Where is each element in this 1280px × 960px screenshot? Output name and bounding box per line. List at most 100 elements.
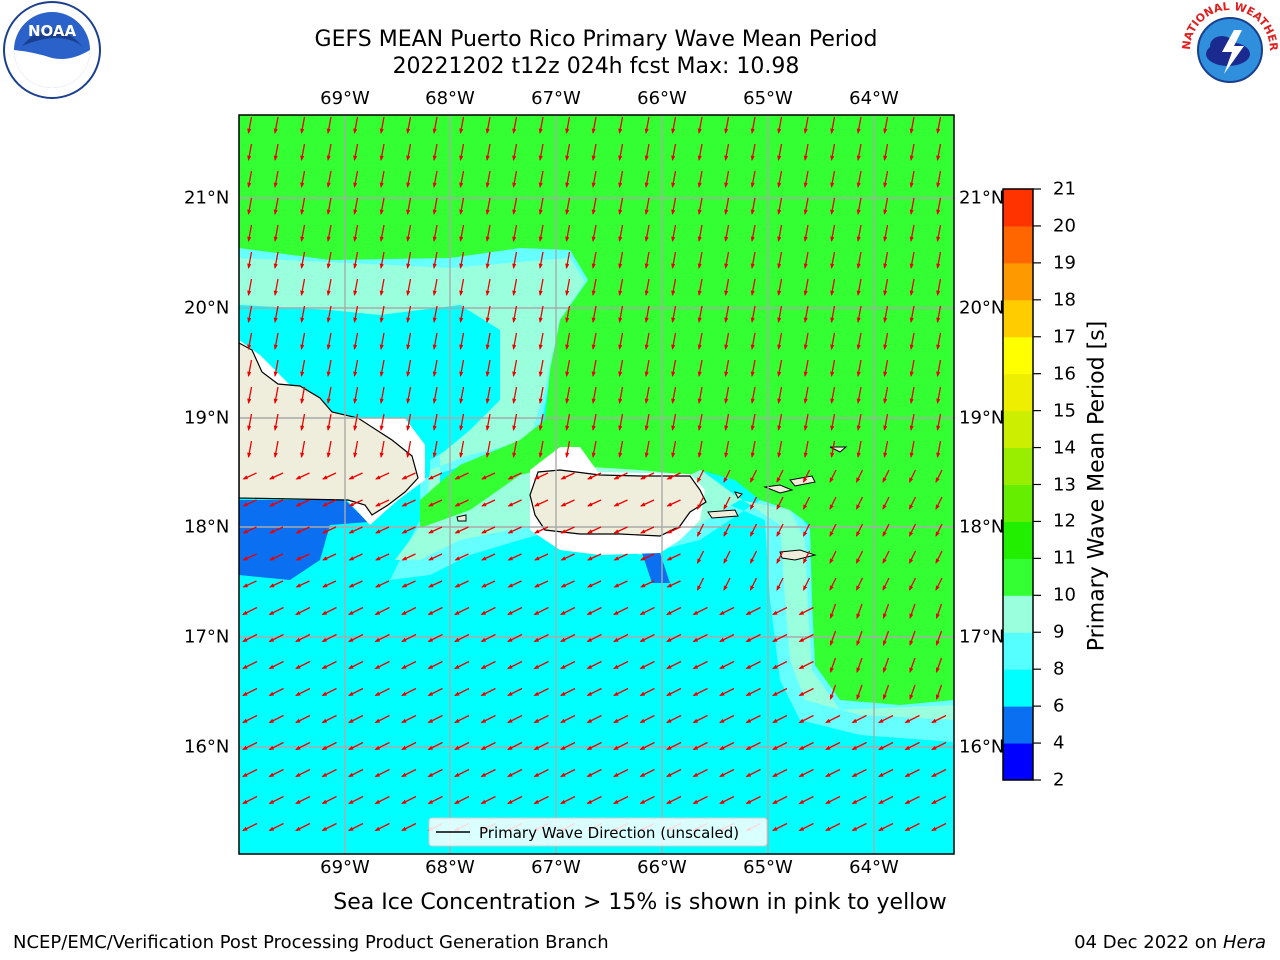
direction-arrow [613,553,628,561]
direction-arrow [454,768,470,778]
direction-arrow [565,359,571,378]
colorbar-tick-label: 2 [1053,769,1065,791]
direction-arrow [618,278,624,297]
colorbar-segment [1003,262,1033,301]
direction-arrow [935,657,943,673]
direction-arrow [777,197,783,216]
direction-arrow [935,630,943,646]
direction-arrow [459,170,465,189]
direction-arrow [300,251,306,270]
direction-arrow [696,550,705,564]
direction-arrow [273,143,279,162]
direction-arrow [353,305,359,324]
direction-arrow [485,440,491,459]
direction-arrow [671,305,677,324]
direction-arrow [586,660,602,670]
direction-arrow [724,278,730,297]
direction-arrow [242,660,258,670]
direction-arrow [692,741,708,751]
direction-arrow [904,768,920,778]
direction-arrow [644,359,650,378]
direction-arrow [406,116,412,135]
direction-arrow [671,224,677,243]
direction-arrow [666,499,681,507]
direction-arrow [454,472,469,480]
direction-arrow [772,660,788,670]
direction-arrow [909,332,915,351]
direction-arrow [591,224,597,243]
direction-arrow [803,170,809,189]
direction-arrow [406,197,412,216]
direction-arrow [936,224,942,243]
direction-arrow [242,687,258,697]
direction-arrow [692,714,708,724]
direction-arrow [639,606,655,616]
direction-arrow [750,440,756,459]
lat-label-left: 20°N [184,297,230,319]
direction-arrow [534,472,549,480]
direction-arrow [348,822,364,832]
direction-arrow [480,660,496,670]
direction-arrow [856,332,862,351]
direction-arrow [401,687,417,697]
direction-arrow [883,224,889,243]
direction-arrow [247,170,253,189]
direction-arrow [697,278,703,297]
lon-label-bottom: 68°W [425,857,475,878]
direction-arrow [618,116,624,135]
direction-arrow [644,332,650,351]
direction-arrow [830,332,836,351]
direction-arrow [803,359,809,378]
direction-arrow [533,714,549,724]
colorbar-tick-label: 9 [1053,621,1065,643]
direction-arrow [639,660,655,670]
direction-arrow [909,413,915,432]
direction-arrow [936,143,942,162]
direction-arrow [878,822,894,832]
direction-arrow [696,469,705,483]
direction-arrow [379,278,385,297]
direction-arrow [406,251,412,270]
direction-arrow [909,143,915,162]
direction-arrow [639,795,655,805]
lon-label-bottom: 64°W [849,857,899,878]
lat-label-left: 16°N [184,736,230,758]
direction-arrow [481,526,496,534]
direction-arrow [560,553,575,561]
direction-arrow [639,633,655,643]
direction-arrow [671,332,677,351]
direction-arrow [692,795,708,805]
direction-arrow [697,224,703,243]
direction-arrow [321,633,337,643]
direction-arrow [750,251,756,270]
direction-arrow [273,224,279,243]
direction-arrow [724,197,730,216]
direction-arrow [401,660,417,670]
direction-arrow [586,687,602,697]
direction-arrow [909,684,916,700]
direction-arrow [591,170,597,189]
direction-arrow [749,577,758,591]
direction-arrow [750,143,756,162]
direction-arrow [242,768,258,778]
direction-arrow [401,795,417,805]
direction-arrow [507,499,522,507]
direction-arrow [454,714,470,724]
direction-arrow [295,553,310,561]
direction-arrow [353,332,359,351]
direction-arrow [401,580,416,588]
direction-arrow [777,143,783,162]
direction-arrow [538,170,544,189]
direction-arrow [295,580,310,588]
direction-arrow [295,822,311,832]
direction-arrow [432,440,438,459]
direction-arrow [618,305,624,324]
direction-arrow [909,630,916,646]
direction-arrow [692,606,708,616]
direction-arrow [798,606,814,616]
direction-arrow [697,197,703,216]
direction-arrow [401,472,416,480]
direction-arrow [268,741,284,751]
direction-arrow [374,795,390,805]
direction-arrow [613,580,628,588]
